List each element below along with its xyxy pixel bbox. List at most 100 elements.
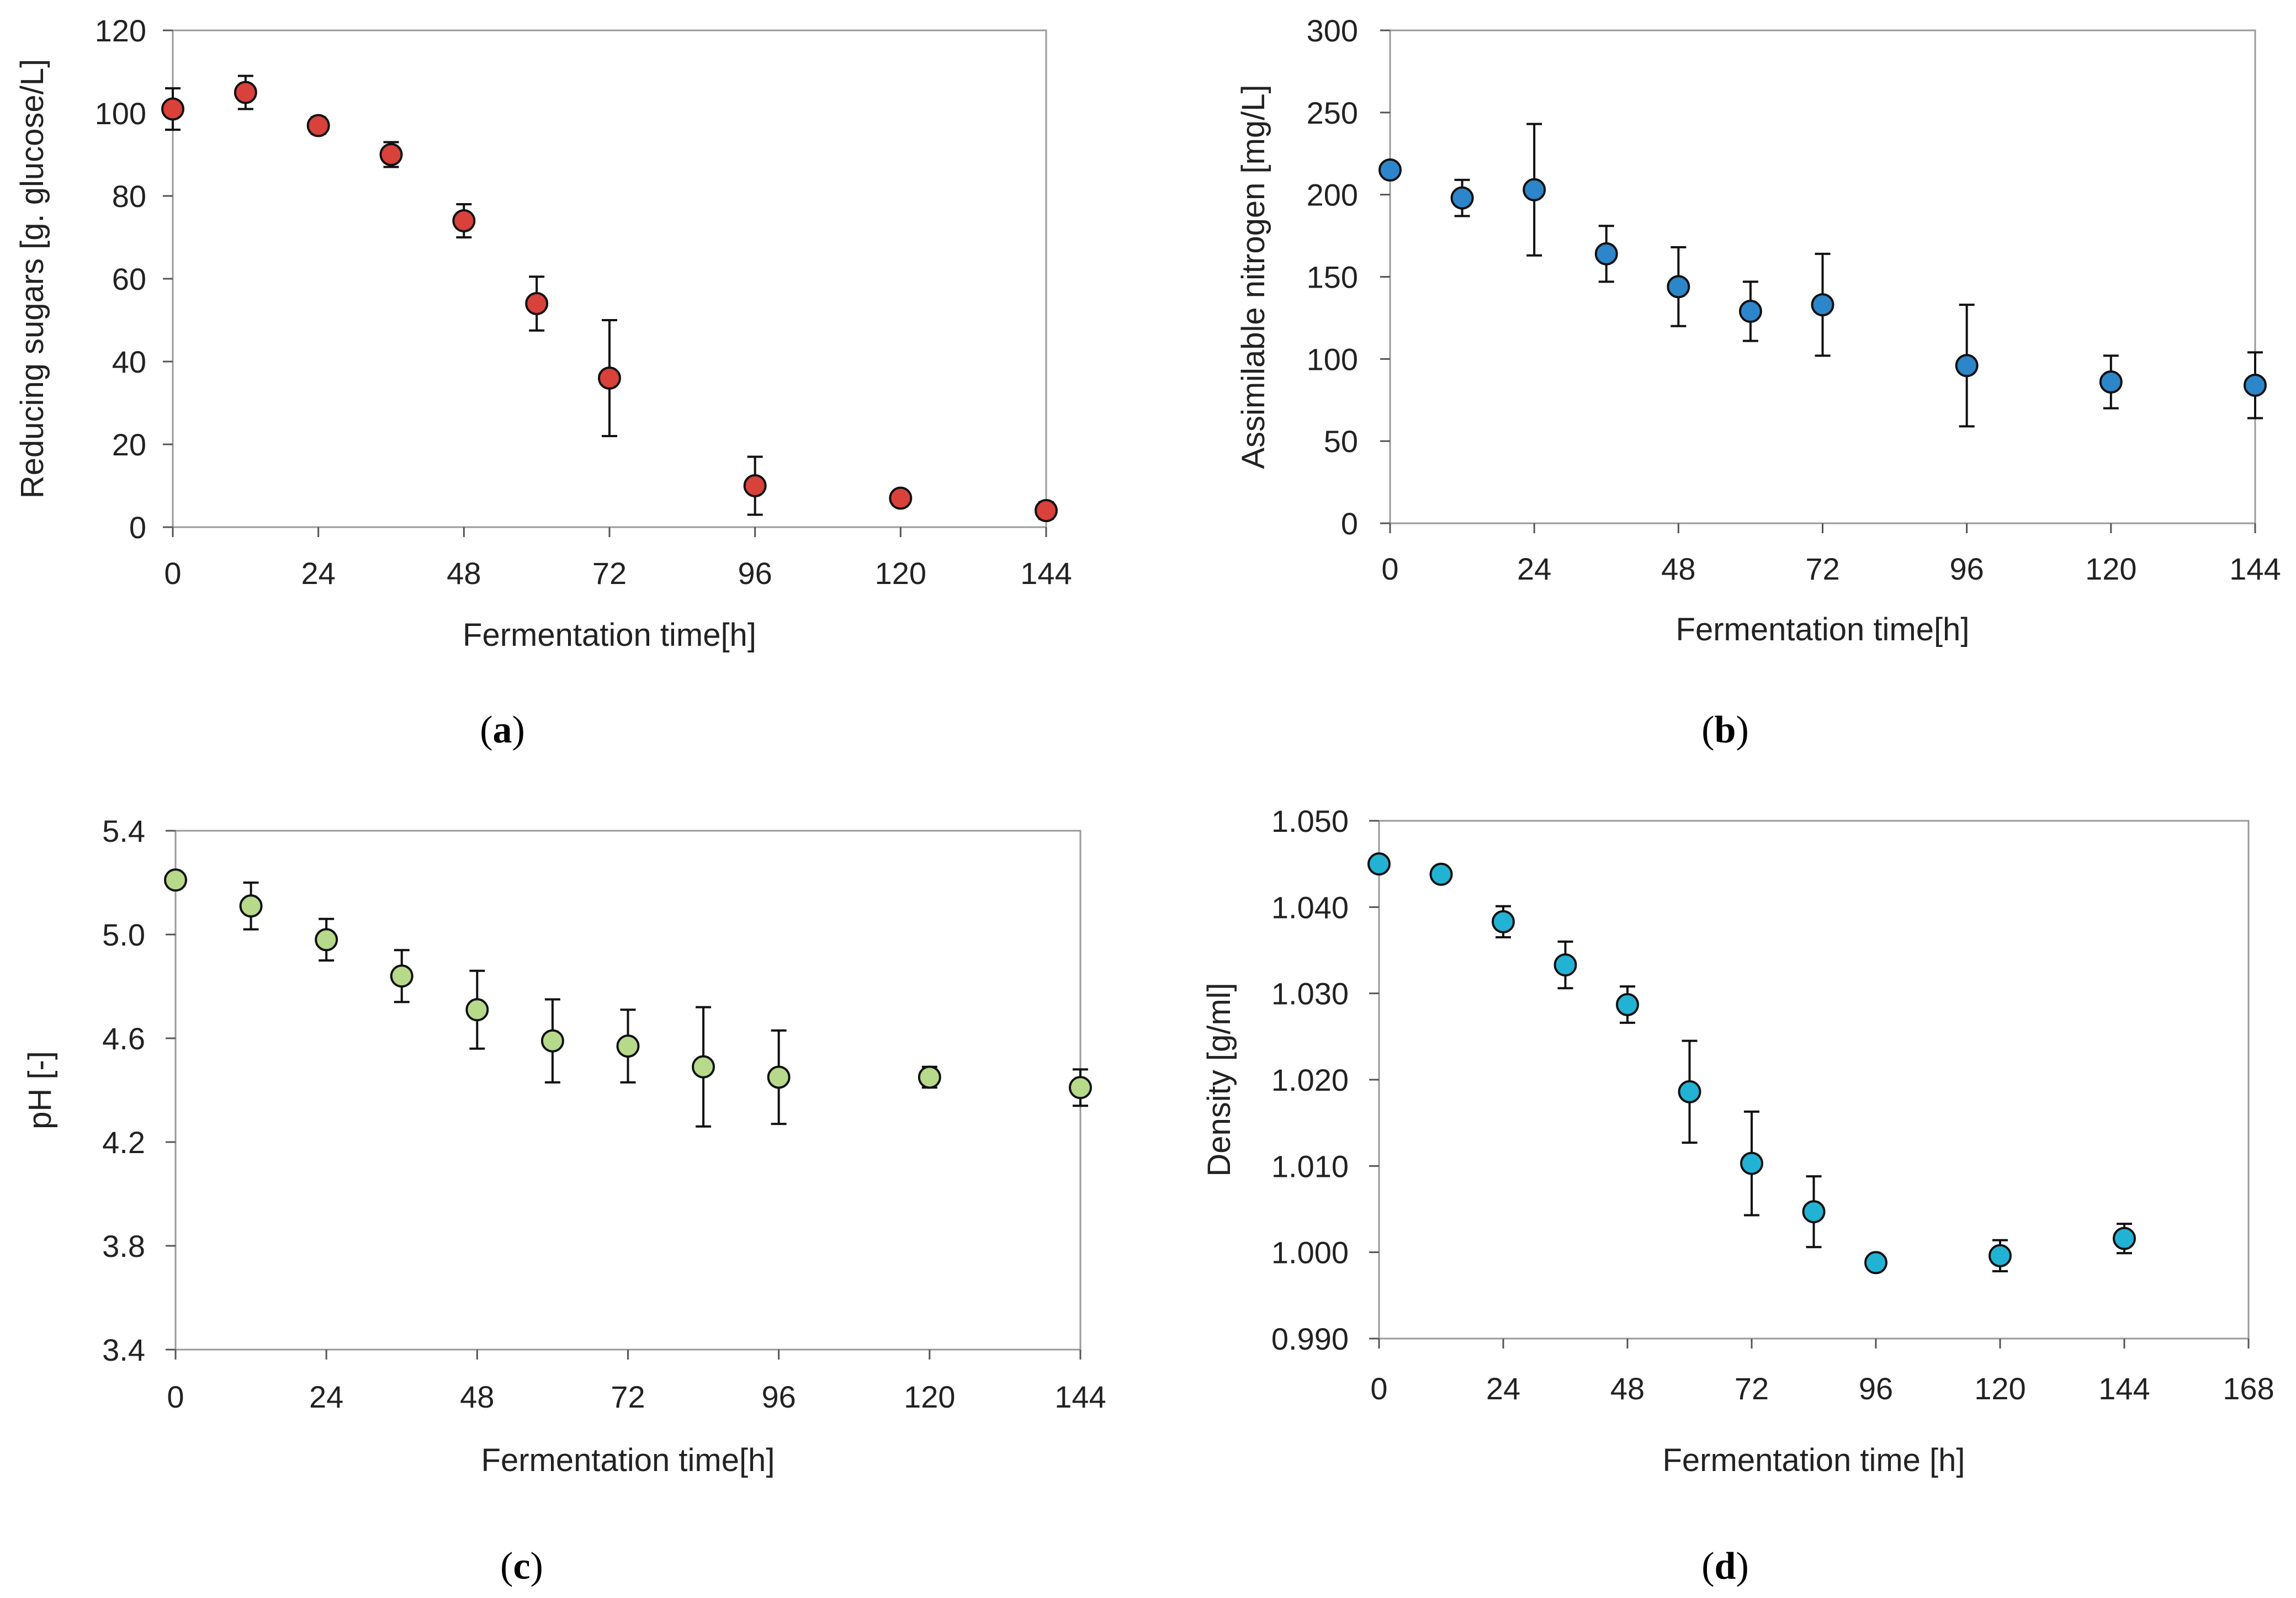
y-tick-label: 1.030	[1271, 976, 1349, 1011]
x-tick-label: 24	[301, 556, 336, 591]
y-tick-label: 0	[1341, 506, 1358, 541]
y-tick-label: 100	[1307, 342, 1358, 376]
panel-caption: (a)	[480, 709, 525, 751]
x-tick-label: 144	[2229, 551, 2281, 586]
x-tick-label: 120	[875, 556, 926, 591]
plot-frame	[1378, 820, 2250, 1340]
data-point	[918, 1065, 941, 1089]
x-tick-label: 24	[1517, 551, 1551, 586]
x-tick-label: 24	[1486, 1371, 1520, 1406]
data-point	[1450, 186, 1474, 210]
x-tick-label: 48	[460, 1379, 494, 1414]
data-point	[1811, 293, 1834, 317]
y-tick-label: 0.990	[1271, 1321, 1349, 1356]
data-point	[1378, 158, 1402, 182]
x-tick-label: 48	[1610, 1371, 1645, 1406]
x-tick-label: 120	[1974, 1371, 2025, 1406]
data-point	[2113, 1227, 2136, 1250]
y-tick-label: 1.020	[1271, 1063, 1349, 1097]
chart-panel-b: 0 24 48 72 96 120 144 0 50 100 150 200 250 300 Ferment…	[1236, 13, 2281, 751]
data-point	[1989, 1244, 2012, 1267]
y-tick-label: 1.010	[1271, 1149, 1349, 1183]
data-point	[1864, 1251, 1887, 1275]
x-tick-label: 72	[1735, 1371, 1769, 1406]
data-point	[616, 1034, 640, 1058]
data-point	[889, 486, 913, 510]
y-tick-label: 50	[1324, 424, 1358, 459]
x-tick-label: 0	[167, 1379, 184, 1414]
plot-frame	[172, 29, 1047, 528]
data-point	[1667, 275, 1690, 299]
y-tick-label: 60	[112, 262, 146, 296]
data-point	[1035, 499, 1058, 522]
chart-panel-a: 0 24 48 72 96 120 144 0 20 40 60 80 100 120 Fermentati…	[14, 13, 1072, 751]
chart-panel-c: 0 24 48 72 96 120 144 3.4 3.8 4.2 4.6 5.0 5.4 Ferment…	[22, 814, 1106, 1588]
x-tick-label: 48	[1661, 551, 1695, 586]
y-tick-label: 5.0	[102, 917, 145, 952]
data-point	[743, 474, 767, 497]
x-tick-label: 96	[1950, 551, 1984, 586]
data-point	[2099, 370, 2123, 394]
data-point	[1553, 953, 1577, 977]
x-tick-label: 96	[738, 556, 772, 591]
plot-frame	[174, 830, 1081, 1351]
x-tick-label: 0	[1370, 1371, 1387, 1406]
y-tick-label: 5.4	[102, 814, 145, 848]
y-tick-label: 80	[112, 179, 146, 214]
x-tick-label: 72	[592, 556, 627, 591]
y-axis-label: Density [g/ml]	[1201, 983, 1237, 1176]
data-point	[1738, 300, 1762, 323]
data-point	[306, 114, 330, 137]
x-axis-label: Fermentation time[h]	[481, 1442, 775, 1478]
data-point	[390, 964, 413, 988]
data-point	[1955, 354, 1979, 378]
data-point	[1594, 242, 1618, 266]
data-point	[164, 868, 187, 892]
y-tick-label: 1.050	[1271, 804, 1349, 838]
data-point	[1492, 910, 1515, 933]
y-tick-label: 1.040	[1271, 890, 1349, 925]
x-tick-label: 0	[1381, 551, 1398, 586]
y-tick-label: 150	[1307, 260, 1358, 295]
x-tick-label: 144	[1020, 556, 1072, 591]
data-point	[1740, 1151, 1763, 1175]
data-point	[452, 209, 476, 232]
y-tick-label: 100	[95, 96, 146, 131]
data-point	[1523, 178, 1546, 201]
y-tick-label: 4.2	[102, 1125, 145, 1160]
data-point	[161, 97, 184, 121]
x-tick-label: 96	[762, 1379, 796, 1414]
data-point	[540, 1029, 564, 1053]
x-tick-label: 72	[1805, 551, 1839, 586]
data-point	[598, 367, 621, 390]
y-tick-label: 20	[112, 427, 146, 462]
y-axis-label: Reducing sugars [g. glucose/L]	[14, 59, 50, 498]
y-tick-label: 300	[1307, 13, 1358, 48]
data-point	[1429, 862, 1453, 886]
panel-caption: (d)	[1701, 1545, 1749, 1588]
x-axis-label: Fermentation time[h]	[1676, 612, 1970, 647]
x-tick-label: 120	[904, 1379, 955, 1414]
data-point	[239, 894, 263, 918]
data-point	[379, 143, 403, 166]
x-tick-label: 0	[164, 556, 181, 591]
data-point	[234, 81, 257, 104]
y-tick-label: 200	[1307, 178, 1358, 213]
x-axis-label: Fermentation time[h]	[463, 617, 756, 653]
x-tick-label: 120	[2085, 551, 2136, 586]
x-tick-label: 168	[2223, 1371, 2274, 1406]
y-tick-label: 3.8	[102, 1229, 145, 1263]
x-tick-label: 96	[1859, 1371, 1893, 1406]
y-tick-label: 250	[1307, 95, 1358, 130]
x-axis-label: Fermentation time [h]	[1663, 1442, 1965, 1478]
data-point	[692, 1055, 715, 1079]
data-point	[1367, 852, 1391, 876]
panel-caption: (c)	[500, 1545, 543, 1588]
data-point	[2244, 373, 2267, 397]
panel-caption: (b)	[1701, 709, 1749, 751]
x-tick-label: 72	[611, 1379, 645, 1414]
data-point	[525, 292, 549, 315]
x-tick-label: 48	[447, 556, 481, 591]
y-tick-label: 1.000	[1271, 1235, 1349, 1270]
